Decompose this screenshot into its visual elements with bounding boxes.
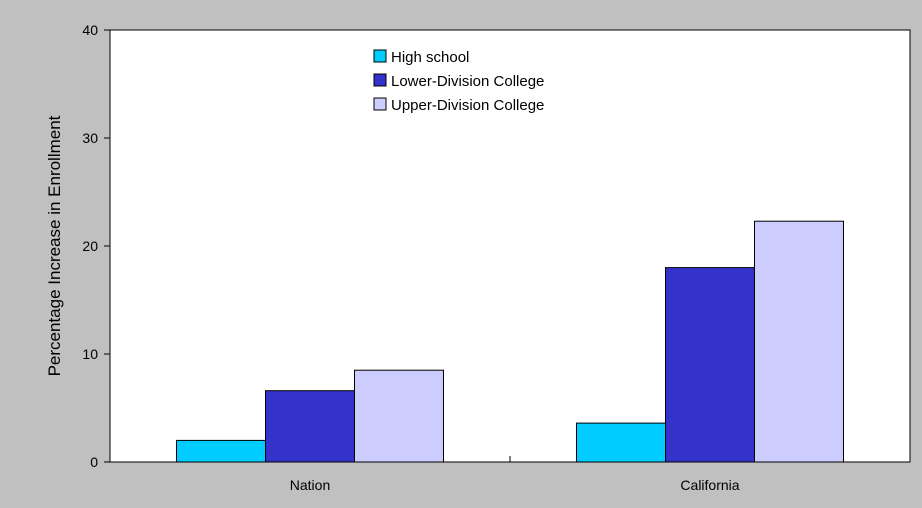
y-tick-label: 10 <box>82 346 98 362</box>
y-tick-label: 40 <box>82 22 98 38</box>
legend-swatch <box>373 97 387 111</box>
x-tick-label: Nation <box>290 477 330 493</box>
bar-california-high-school <box>576 422 666 463</box>
y-tick-label: 20 <box>82 238 98 254</box>
y-axis-title: Percentage Increase in Enrollment <box>45 115 64 376</box>
bar-nation-high-school <box>176 439 266 463</box>
legend: High school Lower-Division College Upper-D… <box>373 49 544 114</box>
bar-nation-upper-division-college <box>354 369 444 463</box>
legend-label: Upper-Division College <box>391 97 544 114</box>
bar-california-upper-division-college <box>754 220 844 463</box>
y-tick-label: 0 <box>90 454 98 470</box>
legend-swatch <box>373 73 387 87</box>
legend-label: High school <box>391 49 469 66</box>
legend-swatch <box>373 49 387 63</box>
bar-california-lower-division-college <box>665 267 755 463</box>
legend-label: Lower-Division College <box>391 73 544 90</box>
bars-layer <box>176 220 844 463</box>
x-tick-label: California <box>680 477 739 493</box>
axis-layer: 0 10 20 30 40 Nation California <box>82 22 911 493</box>
bar-nation-lower-division-college <box>265 390 355 463</box>
y-tick-label: 30 <box>82 130 98 146</box>
